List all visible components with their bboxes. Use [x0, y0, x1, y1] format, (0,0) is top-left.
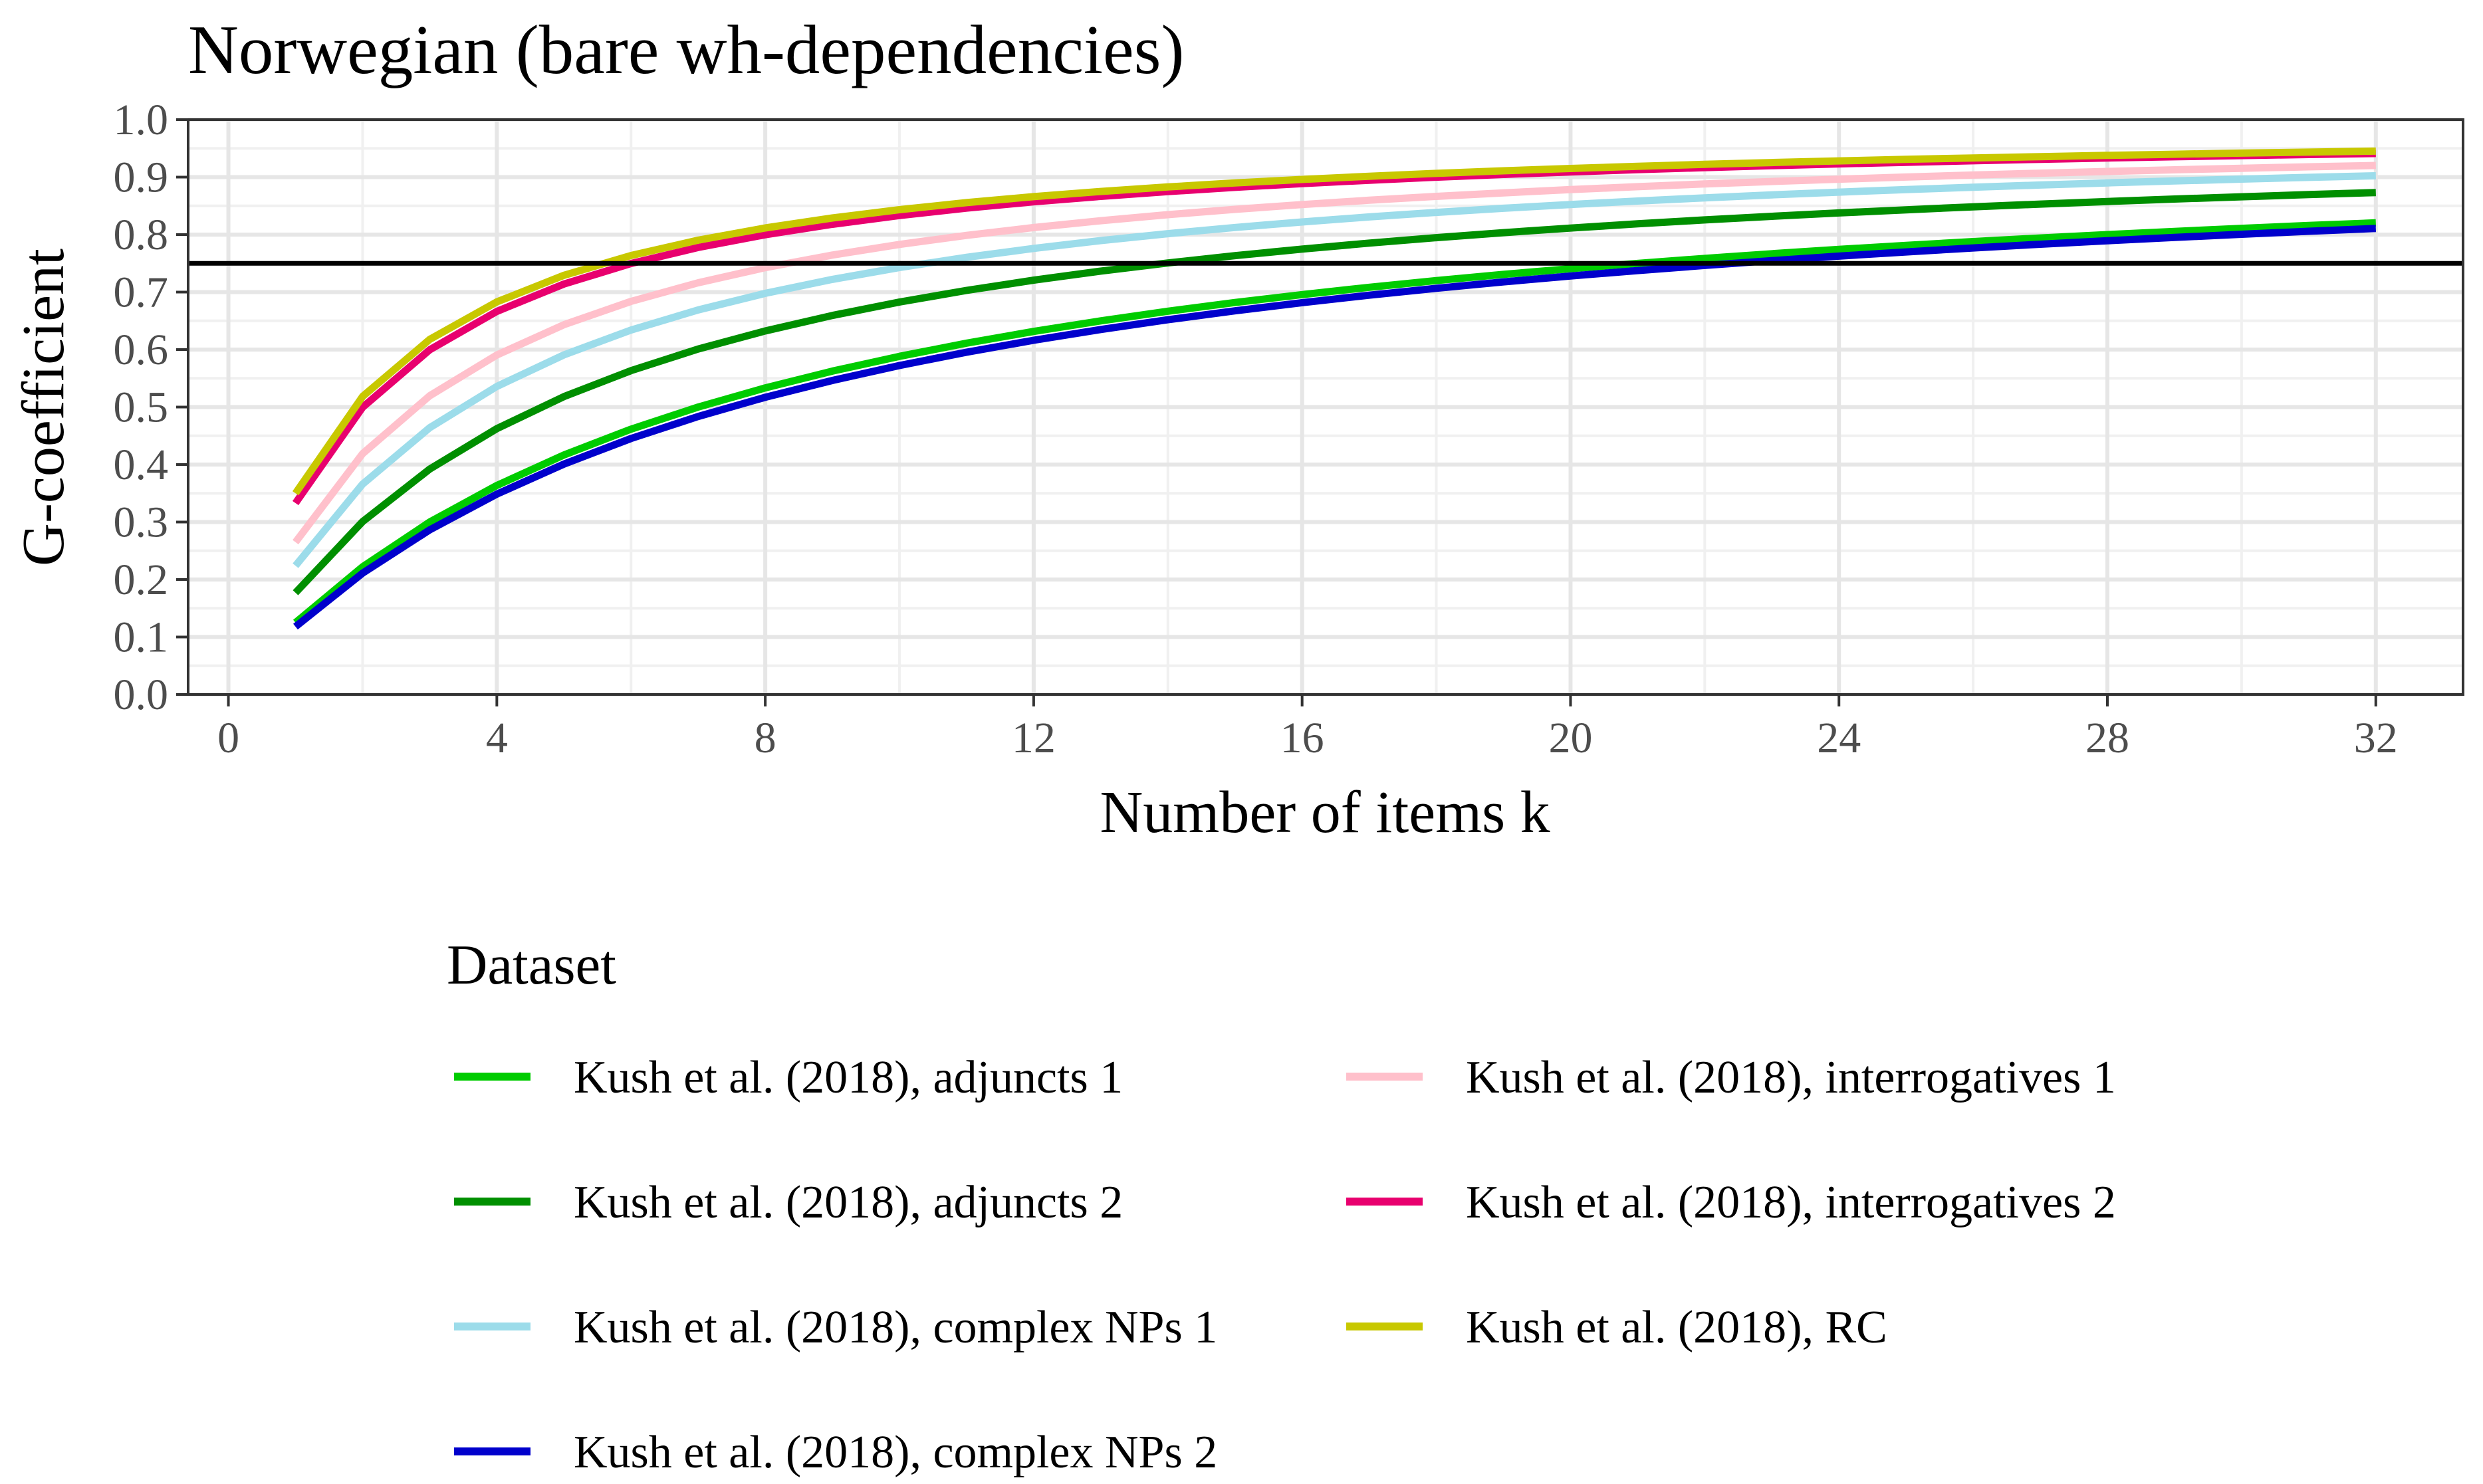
- y-tick-label: 0.0: [114, 671, 169, 719]
- chart-title: Norwegian (bare wh-dependencies): [188, 11, 1184, 88]
- legend-label-4: Kush et al. (2018), complex NPs 2: [574, 1427, 1217, 1478]
- y-tick-label: 0.6: [114, 326, 169, 374]
- series-line-7: [292, 147, 2376, 496]
- legend-label-3: Kush et al. (2018), complex NPs 1: [574, 1302, 1217, 1353]
- y-tick-label: 0.9: [114, 154, 169, 202]
- y-tick-label: 0.5: [114, 383, 169, 432]
- series-line-5: [293, 161, 2376, 545]
- legend-title: Dataset: [447, 934, 616, 996]
- legend: Dataset Kush et al. (2018), adjuncts 1 Ku…: [447, 934, 2116, 1478]
- legend-label-2: Kush et al. (2018), adjuncts 2: [574, 1177, 1123, 1228]
- x-tick-label: 20: [1548, 714, 1592, 762]
- y-axis: 0.0 0.1 0.2 0.3 0.4 0.5 0.6 0.7 0.8 0.9 1.0: [114, 96, 188, 719]
- x-tick-label: 12: [1012, 714, 1056, 762]
- x-tick-label: 24: [1817, 714, 1861, 762]
- plot-panel: [187, 118, 2464, 696]
- y-axis-title: G-coefficient: [11, 249, 76, 566]
- y-tick-label: 1.0: [114, 96, 169, 144]
- legend-label-5: Kush et al. (2018), interrogatives 1: [1466, 1052, 2116, 1103]
- x-axis: 0 4 8 12 16 20 24 28 32: [217, 694, 2398, 762]
- y-tick-label: 0.2: [114, 556, 169, 604]
- y-tick-label: 0.7: [114, 268, 169, 317]
- series-line-4: [293, 225, 2377, 630]
- y-tick-label: 0.1: [114, 613, 169, 662]
- x-tick-label: 8: [755, 714, 776, 762]
- series-line-3: [293, 172, 2376, 568]
- y-tick-label: 0.8: [114, 211, 169, 259]
- x-tick-label: 28: [2085, 714, 2129, 762]
- legend-label-7: Kush et al. (2018), RC: [1466, 1302, 1887, 1353]
- x-tick-label: 16: [1280, 714, 1324, 762]
- x-tick-label: 0: [217, 714, 239, 762]
- series-line-1: [293, 219, 2377, 626]
- x-tick-label: 32: [2354, 714, 2398, 762]
- x-axis-title: Number of items k: [1100, 780, 1550, 845]
- series-line-2: [293, 189, 2376, 595]
- y-tick-label: 0.4: [114, 441, 169, 489]
- legend-label-6: Kush et al. (2018), interrogatives 2: [1466, 1177, 2116, 1228]
- y-tick-label: 0.3: [114, 498, 169, 547]
- x-tick-label: 4: [486, 714, 508, 762]
- legend-label-1: Kush et al. (2018), adjuncts 1: [574, 1052, 1123, 1103]
